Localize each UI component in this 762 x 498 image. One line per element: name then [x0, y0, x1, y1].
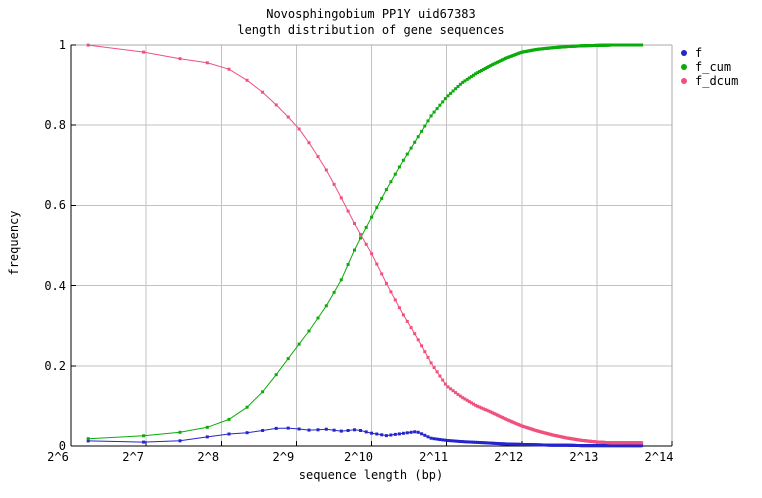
series-f_cum	[86, 43, 644, 441]
x-tick-label-28: 2^8	[197, 450, 220, 464]
x-tick-label-211: 2^11	[419, 450, 449, 464]
series-f-markers	[86, 426, 644, 448]
chart-title-line1: Novosphingobium PP1Y uid67383	[266, 7, 476, 21]
legend-item-f_dcum: f_dcum	[681, 74, 738, 88]
x-tick-label-27: 2^7	[122, 450, 144, 464]
series-f	[86, 426, 644, 448]
y-tick-label-0.2: 0.2	[44, 358, 66, 373]
legend-marker-f_cum	[681, 64, 687, 70]
x-tick-label-212: 2^12	[494, 450, 524, 464]
x-axis-label: sequence length (bp)	[298, 468, 444, 482]
x-tick-label-29: 2^9	[272, 450, 295, 464]
y-tick-label-1: 1	[58, 38, 66, 52]
legend: f f_cum f_dcum	[681, 46, 738, 88]
legend-label-f_dcum: f_dcum	[695, 74, 739, 88]
x-tick-label-26: 2^6	[47, 450, 69, 464]
series-f_cum-markers	[86, 43, 644, 441]
legend-item-f_cum: f_cum	[681, 60, 738, 74]
x-tick-label-214: 2^14	[644, 450, 674, 464]
legend-label-f: f	[695, 46, 703, 60]
x-tick-label-213: 2^13	[569, 450, 599, 464]
chart-title-line2: length distribution of gene sequences	[237, 23, 505, 37]
legend-label-f_cum: f_cum	[695, 60, 732, 74]
y-axis-label: frequency	[7, 210, 21, 276]
grid-lines	[71, 45, 672, 446]
y-tick-label-0: 0	[58, 439, 66, 453]
x-tick-label-210: 2^10	[344, 450, 373, 464]
y-tick-label-0.4: 0.4	[44, 278, 66, 293]
y-tick-label-0.8: 0.8	[44, 118, 66, 133]
legend-item-f: f	[681, 46, 738, 60]
legend-marker-f	[681, 50, 687, 56]
series-f_dcum	[86, 43, 644, 445]
legend-marker-f_dcum	[681, 78, 687, 84]
series-f_dcum-markers	[86, 43, 644, 445]
y-tick-label-0.6: 0.6	[44, 198, 66, 213]
